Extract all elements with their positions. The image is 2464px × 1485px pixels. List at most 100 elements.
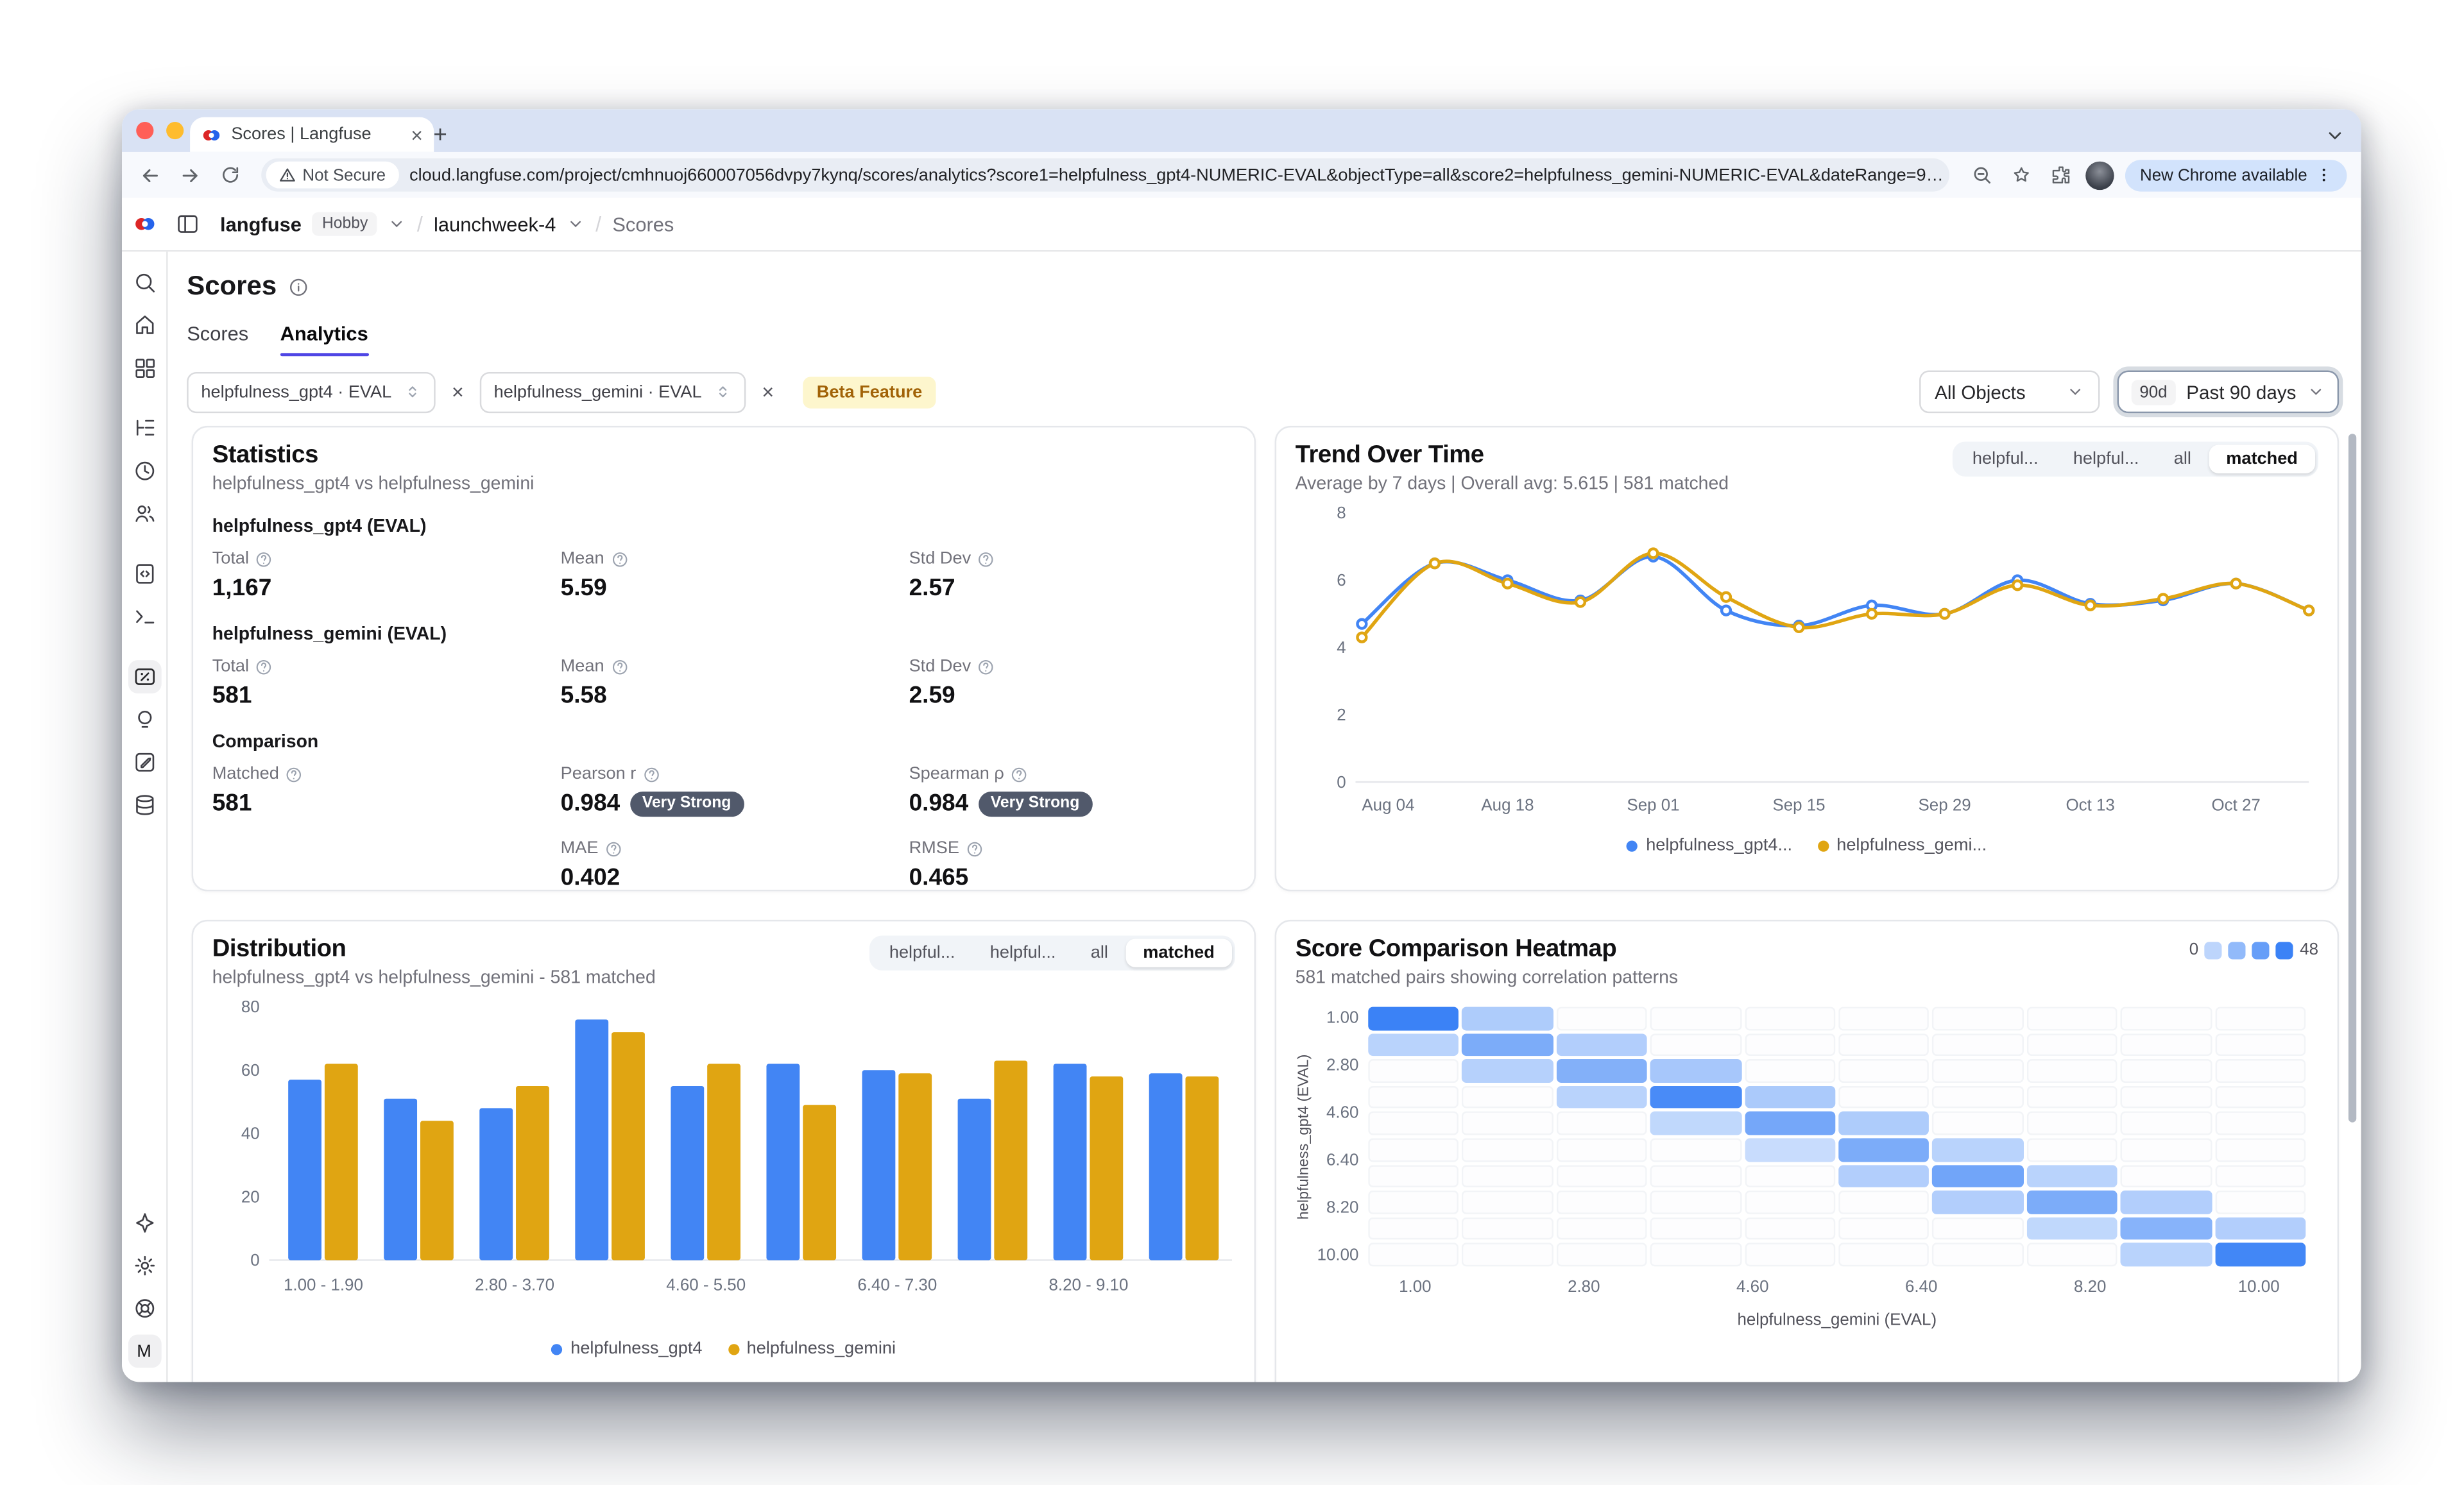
breadcrumb-project[interactable]: launchweek-4 [434, 212, 556, 235]
heatmap-cell[interactable] [2121, 1085, 2212, 1109]
heatmap-cell[interactable] [1932, 1059, 2024, 1083]
chrome-update-pill[interactable]: New Chrome available [2125, 159, 2347, 191]
date-range-picker[interactable]: 90d Past 90 days [2117, 370, 2340, 414]
help-icon[interactable] [286, 765, 303, 783]
heatmap-cell[interactable] [1838, 1059, 1929, 1083]
heatmap-cell[interactable] [2214, 1243, 2306, 1267]
heatmap-cell[interactable] [1650, 1033, 1741, 1056]
bar-helpfulness_gpt4[interactable] [479, 1108, 513, 1260]
heatmap-cell[interactable] [2026, 1164, 2118, 1188]
heatmap-cell[interactable] [1932, 1138, 2024, 1162]
toggle-matched[interactable]: matched [2209, 445, 2316, 473]
heatmap-cell[interactable] [1744, 1085, 1836, 1109]
heatmap-cell[interactable] [1462, 1085, 1553, 1109]
heatmap-cell[interactable] [1650, 1138, 1741, 1162]
data-point[interactable] [1793, 621, 1805, 634]
sidebar-item-home[interactable] [128, 309, 161, 342]
heatmap-cell[interactable] [1838, 1112, 1929, 1135]
bar-helpfulness_gemini[interactable] [803, 1105, 837, 1260]
data-point[interactable] [1647, 547, 1659, 559]
help-icon[interactable] [977, 658, 995, 675]
sidebar-item-support[interactable] [128, 1292, 161, 1325]
data-point[interactable] [2011, 579, 2024, 591]
bar-helpfulness_gpt4[interactable] [575, 1019, 609, 1260]
extensions-button[interactable] [2046, 160, 2075, 189]
chevron-down-icon[interactable] [567, 216, 585, 233]
sidebar-item-settings[interactable] [128, 1249, 161, 1282]
data-point[interactable] [1574, 596, 1587, 608]
sidebar-item-scores[interactable] [127, 660, 161, 693]
heatmap-cell[interactable] [2214, 1085, 2306, 1109]
heatmap-cell[interactable] [1462, 1243, 1553, 1267]
help-icon[interactable] [610, 658, 628, 675]
tab-analytics[interactable]: Analytics [280, 323, 368, 357]
heatmap-cell[interactable] [2121, 1059, 2212, 1083]
heatmap-cell[interactable] [1556, 1191, 1648, 1214]
sidebar-item-prompts[interactable] [128, 557, 161, 591]
heatmap-cell[interactable] [2121, 1243, 2212, 1267]
heatmap-cell[interactable] [1744, 1217, 1836, 1241]
heatmap-cell[interactable] [1838, 1085, 1929, 1109]
score-filter-chip-2[interactable]: helpfulness_gemini · EVAL [479, 371, 746, 412]
data-point[interactable] [1865, 607, 1878, 620]
heatmap-cell[interactable] [1368, 1191, 1459, 1214]
browser-tab[interactable]: Scores | Langfuse × [190, 117, 434, 152]
heatmap-cell[interactable] [1368, 1138, 1459, 1162]
heatmap-cell[interactable] [2026, 1243, 2118, 1267]
heatmap-cell[interactable] [1462, 1033, 1553, 1056]
sidebar-item-tracing[interactable] [128, 412, 161, 445]
heatmap-cell[interactable] [1368, 1006, 1459, 1030]
bar-helpfulness_gpt4[interactable] [1053, 1064, 1087, 1260]
heatmap-cell[interactable] [1462, 1191, 1553, 1214]
heatmap-cell[interactable] [1556, 1006, 1648, 1030]
reload-button[interactable] [216, 160, 244, 189]
tab-close-icon[interactable]: × [411, 123, 423, 147]
heatmap-cell[interactable] [1744, 1191, 1836, 1214]
heatmap-cell[interactable] [1932, 1164, 2024, 1188]
heatmap-cell[interactable] [1368, 1217, 1459, 1241]
bar-helpfulness_gemini[interactable] [1185, 1076, 1219, 1260]
score-filter-chip-1[interactable]: helpfulness_gpt4 · EVAL [187, 371, 436, 412]
back-button[interactable] [136, 160, 164, 189]
heatmap-cell[interactable] [1838, 1033, 1929, 1056]
heatmap-cell[interactable] [2026, 1138, 2118, 1162]
bar-helpfulness_gemini[interactable] [516, 1085, 549, 1260]
heatmap-cell[interactable] [1932, 1033, 2024, 1056]
heatmap-cell[interactable] [1462, 1112, 1553, 1135]
bar-helpfulness_gpt4[interactable] [288, 1080, 321, 1260]
heatmap-cell[interactable] [2214, 1164, 2306, 1188]
heatmap-cell[interactable] [1368, 1085, 1459, 1109]
sidebar-item-users[interactable] [128, 497, 161, 530]
heatmap-cell[interactable] [2026, 1191, 2118, 1214]
heatmap-cell[interactable] [1462, 1006, 1553, 1030]
chevron-down-icon[interactable] [388, 216, 406, 233]
profile-menu-button[interactable]: M [127, 1334, 161, 1368]
sidebar-item-search[interactable] [128, 266, 161, 300]
heatmap-cell[interactable] [2214, 1191, 2306, 1214]
zoom-page-button[interactable] [1967, 160, 1996, 189]
heatmap-cell[interactable] [2121, 1138, 2212, 1162]
heatmap-cell[interactable] [1462, 1138, 1553, 1162]
heatmap-cell[interactable] [1650, 1059, 1741, 1083]
bar-helpfulness_gpt4[interactable] [957, 1098, 991, 1260]
heatmap-cell[interactable] [2121, 1217, 2212, 1241]
data-point[interactable] [1356, 618, 1368, 630]
heatmap-cell[interactable] [1650, 1217, 1741, 1241]
help-icon[interactable] [642, 765, 660, 783]
data-point[interactable] [2303, 604, 2315, 616]
data-point[interactable] [1502, 577, 1514, 590]
bar-helpfulness_gpt4[interactable] [862, 1070, 896, 1260]
heatmap-cell[interactable] [1838, 1138, 1929, 1162]
toggle-all[interactable]: all [2173, 449, 2191, 469]
heatmap-cell[interactable] [1744, 1059, 1836, 1083]
heatmap-cell[interactable] [1368, 1033, 1459, 1056]
heatmap-cell[interactable] [1368, 1164, 1459, 1188]
help-icon[interactable] [255, 550, 273, 568]
heatmap-cell[interactable] [2026, 1217, 2118, 1241]
sidebar-item-sessions[interactable] [128, 454, 161, 488]
sidebar-item-evaluation[interactable] [128, 703, 161, 736]
tab-search-button[interactable] [2320, 121, 2348, 149]
minimize-window-button[interactable] [166, 122, 184, 140]
sidebar-item-annotation[interactable] [128, 745, 161, 779]
close-window-button[interactable] [136, 122, 154, 140]
